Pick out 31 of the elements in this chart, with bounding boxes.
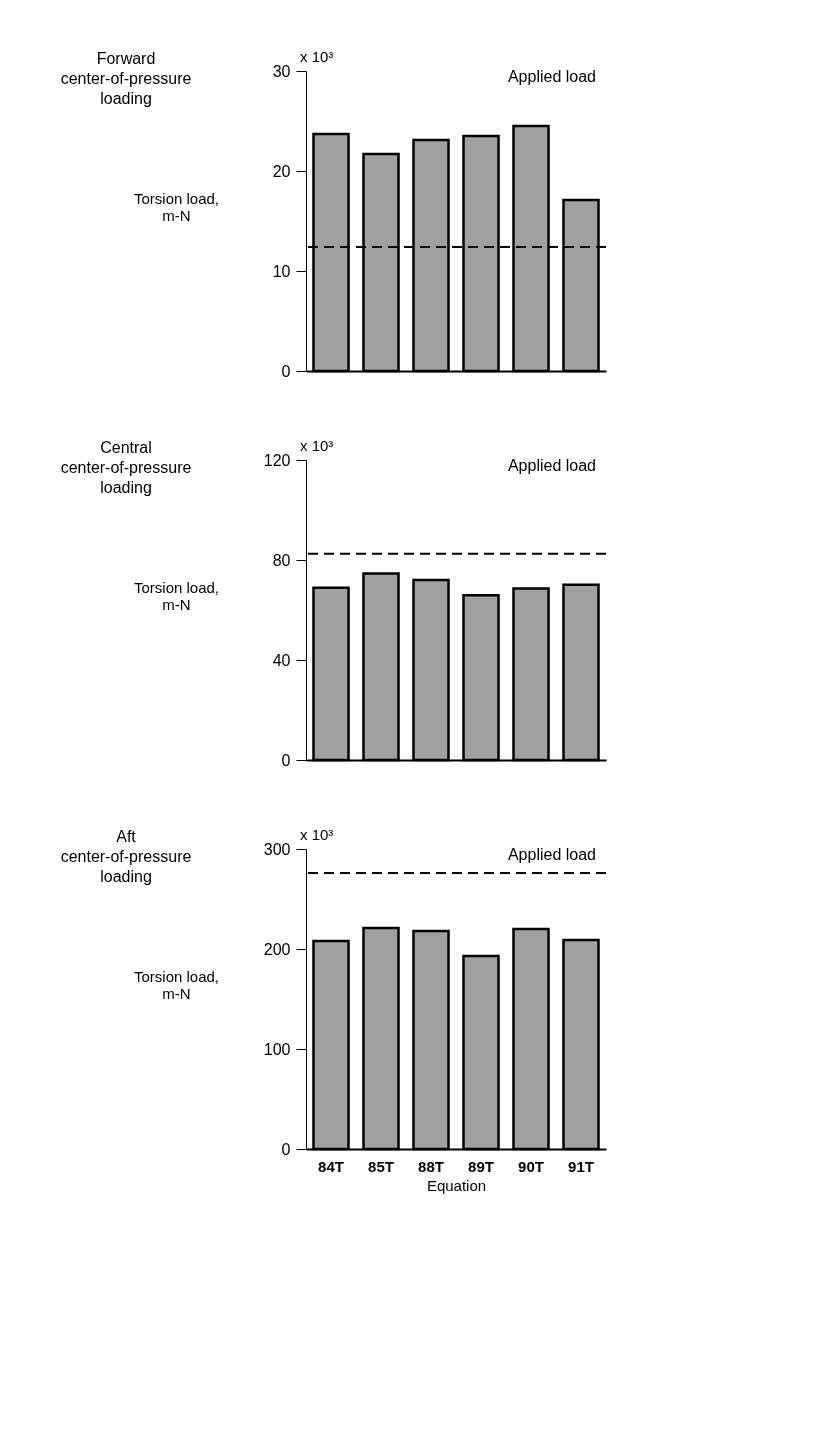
ref-line-label: Applied load (507, 68, 596, 85)
x-tick-label: 84T (318, 1157, 344, 1175)
y-tick-label: 30 (272, 62, 291, 80)
y-tick-label: 10 (272, 262, 291, 280)
y-tick-label: 20 (272, 162, 291, 180)
text: Aft center-of-pressure loading (60, 828, 192, 885)
x-tick-label: 91T (568, 1157, 594, 1175)
y-tick-label: 40 (272, 651, 291, 669)
y-tick-label: 80 (272, 551, 291, 569)
text: x 10³ (300, 826, 334, 843)
x-tick-label: 89T (468, 1157, 494, 1175)
x-tick-label: 90T (518, 1157, 544, 1175)
y-tick-label: 120 (263, 451, 291, 469)
x-axis-title: Equation (426, 1176, 487, 1194)
x-tick-label: 85T (368, 1157, 394, 1175)
y-axis-title: Torsion load, m-N (133, 189, 220, 224)
text: Forward center-of-pressure loading (60, 50, 192, 107)
y-tick-label: 0 (281, 751, 291, 769)
y-axis-title: Torsion load, m-N (133, 967, 220, 1002)
x-tick-label: 88T (418, 1157, 444, 1175)
ref-line-label: Applied load (507, 457, 596, 474)
y-tick-label: 100 (263, 1040, 291, 1058)
y-tick-label: 300 (263, 840, 291, 858)
y-axis-title: Torsion load, m-N (133, 578, 220, 613)
text: x 10³ (300, 437, 334, 454)
y-tick-label: 0 (281, 362, 291, 380)
y-tick-label: 200 (263, 940, 291, 958)
ref-line-label: Applied load (507, 846, 596, 863)
y-tick-label: 0 (281, 1140, 291, 1158)
text: Central center-of-pressure loading (60, 439, 192, 496)
text: x 10³ (300, 48, 334, 65)
